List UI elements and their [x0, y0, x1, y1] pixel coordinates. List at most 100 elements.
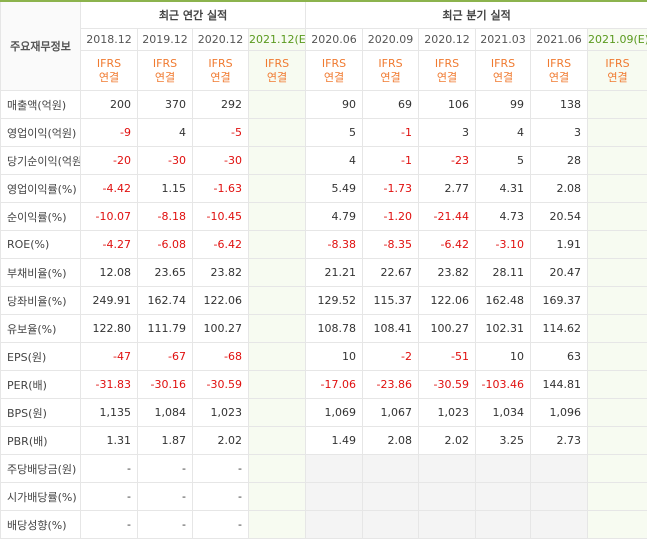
row-label: BPS(원) — [1, 399, 81, 427]
row-label: 배당성향(%) — [1, 511, 81, 539]
cell-value: 1,023 — [419, 399, 476, 427]
period-header: 2020.12 — [193, 29, 249, 51]
cell-value: 2.73 — [531, 427, 588, 455]
cell-value — [249, 119, 306, 147]
cell-value — [249, 483, 306, 511]
cell-value: 99 — [476, 91, 531, 119]
cell-value: -3.10 — [476, 231, 531, 259]
cell-value: 22.67 — [363, 259, 419, 287]
cell-value — [588, 455, 647, 483]
period-header: 2018.12 — [81, 29, 138, 51]
cell-value: -4.27 — [81, 231, 138, 259]
cell-value: 144.81 — [531, 371, 588, 399]
cell-value: - — [138, 483, 193, 511]
cell-value: 249.91 — [81, 287, 138, 315]
cell-value: 370 — [138, 91, 193, 119]
cell-value: 200 — [81, 91, 138, 119]
cell-value: -9 — [81, 119, 138, 147]
cell-value: -30 — [193, 147, 249, 175]
group-header: 최근 분기 실적 — [306, 1, 647, 29]
cell-value — [531, 455, 588, 483]
period-header: 2021.09(E) — [588, 29, 647, 51]
cell-value: 2.08 — [363, 427, 419, 455]
row-label: 유보율(%) — [1, 315, 81, 343]
cell-value: 129.52 — [306, 287, 363, 315]
cell-value — [249, 343, 306, 371]
cell-value: 1.91 — [531, 231, 588, 259]
cell-value: 3 — [531, 119, 588, 147]
row-label: 시가배당률(%) — [1, 483, 81, 511]
data-row: ROE(%)-4.27-6.08-6.42-8.38-8.35-6.42-3.1… — [1, 231, 647, 259]
cell-value: 4 — [306, 147, 363, 175]
cell-value: 169.37 — [531, 287, 588, 315]
cell-value: 2.08 — [531, 175, 588, 203]
cell-value: 23.82 — [419, 259, 476, 287]
cell-value: -23.86 — [363, 371, 419, 399]
cell-value: 2.02 — [419, 427, 476, 455]
cell-value: 114.62 — [531, 315, 588, 343]
row-label: ROE(%) — [1, 231, 81, 259]
cell-value: -8.35 — [363, 231, 419, 259]
cell-value — [249, 147, 306, 175]
cell-value: 5 — [476, 147, 531, 175]
cell-value: 90 — [306, 91, 363, 119]
cell-value: - — [81, 483, 138, 511]
cell-value: 102.31 — [476, 315, 531, 343]
cell-value: -1.20 — [363, 203, 419, 231]
cell-value — [588, 119, 647, 147]
cell-value: 3.25 — [476, 427, 531, 455]
cell-value: -10.07 — [81, 203, 138, 231]
cell-value: -10.45 — [193, 203, 249, 231]
row-label: 영업이익(억원) — [1, 119, 81, 147]
cell-value: -68 — [193, 343, 249, 371]
cell-value: 69 — [363, 91, 419, 119]
cell-value: 100.27 — [193, 315, 249, 343]
group-header: 최근 연간 실적 — [81, 1, 306, 29]
row-label: 부채비율(%) — [1, 259, 81, 287]
cell-value: 4.73 — [476, 203, 531, 231]
cell-value — [476, 483, 531, 511]
cell-value — [531, 483, 588, 511]
cell-value — [588, 259, 647, 287]
cell-value — [588, 203, 647, 231]
cell-value: 1.49 — [306, 427, 363, 455]
cell-value: -30.59 — [419, 371, 476, 399]
cell-value: 1,135 — [81, 399, 138, 427]
cell-value: -6.42 — [193, 231, 249, 259]
cell-value: 3 — [419, 119, 476, 147]
cell-value — [476, 511, 531, 539]
cell-value: - — [138, 511, 193, 539]
row-label: PER(배) — [1, 371, 81, 399]
cell-value — [249, 91, 306, 119]
cell-value: 106 — [419, 91, 476, 119]
cell-value: 20.54 — [531, 203, 588, 231]
cell-value: 111.79 — [138, 315, 193, 343]
cell-value — [588, 175, 647, 203]
cell-value: 138 — [531, 91, 588, 119]
period-header: 2021.03 — [476, 29, 531, 51]
cell-value: -6.42 — [419, 231, 476, 259]
cell-value: 122.80 — [81, 315, 138, 343]
corner-header: 주요재무정보 — [1, 1, 81, 91]
cell-value: 115.37 — [363, 287, 419, 315]
period-header: 2021.06 — [531, 29, 588, 51]
cell-value: -17.06 — [306, 371, 363, 399]
period-header: 2020.09 — [363, 29, 419, 51]
cell-value: 5 — [306, 119, 363, 147]
